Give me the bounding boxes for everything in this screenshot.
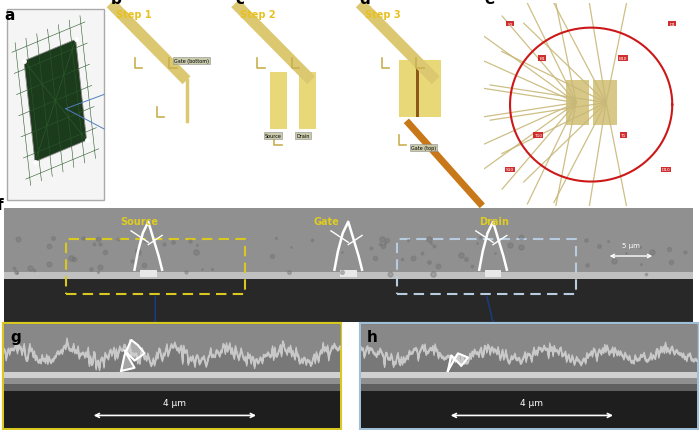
Bar	[4, 376, 340, 428]
Bar	[360, 372, 696, 378]
Text: h: h	[368, 329, 378, 344]
Bar	[340, 270, 356, 277]
Bar	[416, 61, 419, 117]
Bar	[66, 240, 245, 294]
Bar	[360, 384, 696, 391]
Text: d: d	[360, 0, 370, 7]
Bar	[270, 73, 287, 129]
Bar	[4, 209, 693, 277]
Text: T10: T10	[533, 134, 542, 138]
Bar	[4, 277, 693, 322]
Text: c: c	[235, 0, 244, 7]
Text: b: b	[111, 0, 122, 7]
Bar	[140, 270, 157, 277]
Bar	[399, 61, 441, 117]
Text: S1: S1	[508, 22, 513, 27]
Text: Step 2: Step 2	[240, 10, 276, 20]
Text: f: f	[0, 197, 4, 212]
Bar	[360, 378, 696, 384]
Bar	[4, 325, 340, 376]
Text: Step 1: Step 1	[116, 10, 151, 20]
Text: 5 μm: 5 μm	[622, 243, 640, 249]
Text: D10: D10	[662, 168, 670, 172]
Bar	[360, 325, 696, 376]
Text: Gate (bottom): Gate (bottom)	[174, 58, 209, 63]
Text: Drain: Drain	[297, 134, 310, 138]
Text: g: g	[10, 329, 21, 344]
Text: S10: S10	[506, 168, 514, 172]
Bar	[299, 73, 316, 129]
Text: B1: B1	[539, 57, 545, 61]
Bar	[4, 378, 340, 384]
Text: Step 3: Step 3	[365, 10, 400, 20]
Text: a: a	[4, 8, 15, 23]
Text: D1: D1	[669, 22, 675, 27]
Bar	[360, 376, 696, 428]
Text: Gate: Gate	[314, 217, 340, 227]
Text: 4 μm: 4 μm	[163, 398, 186, 407]
Text: B10: B10	[619, 57, 627, 61]
Text: e: e	[484, 0, 495, 7]
Text: Source: Source	[120, 217, 159, 227]
Bar	[566, 81, 589, 126]
Text: Drain: Drain	[480, 217, 509, 227]
Polygon shape	[121, 340, 145, 371]
Bar	[396, 240, 576, 294]
Text: Gate (top): Gate (top)	[412, 146, 436, 151]
Bar	[594, 81, 617, 126]
Bar	[485, 270, 501, 277]
Text: T1: T1	[620, 134, 626, 138]
Polygon shape	[24, 40, 87, 163]
Text: Source: Source	[265, 134, 281, 138]
Bar	[4, 384, 340, 391]
Bar	[4, 372, 340, 378]
Polygon shape	[448, 353, 468, 371]
Bar	[4, 272, 693, 279]
Text: 4 μm: 4 μm	[520, 398, 543, 407]
